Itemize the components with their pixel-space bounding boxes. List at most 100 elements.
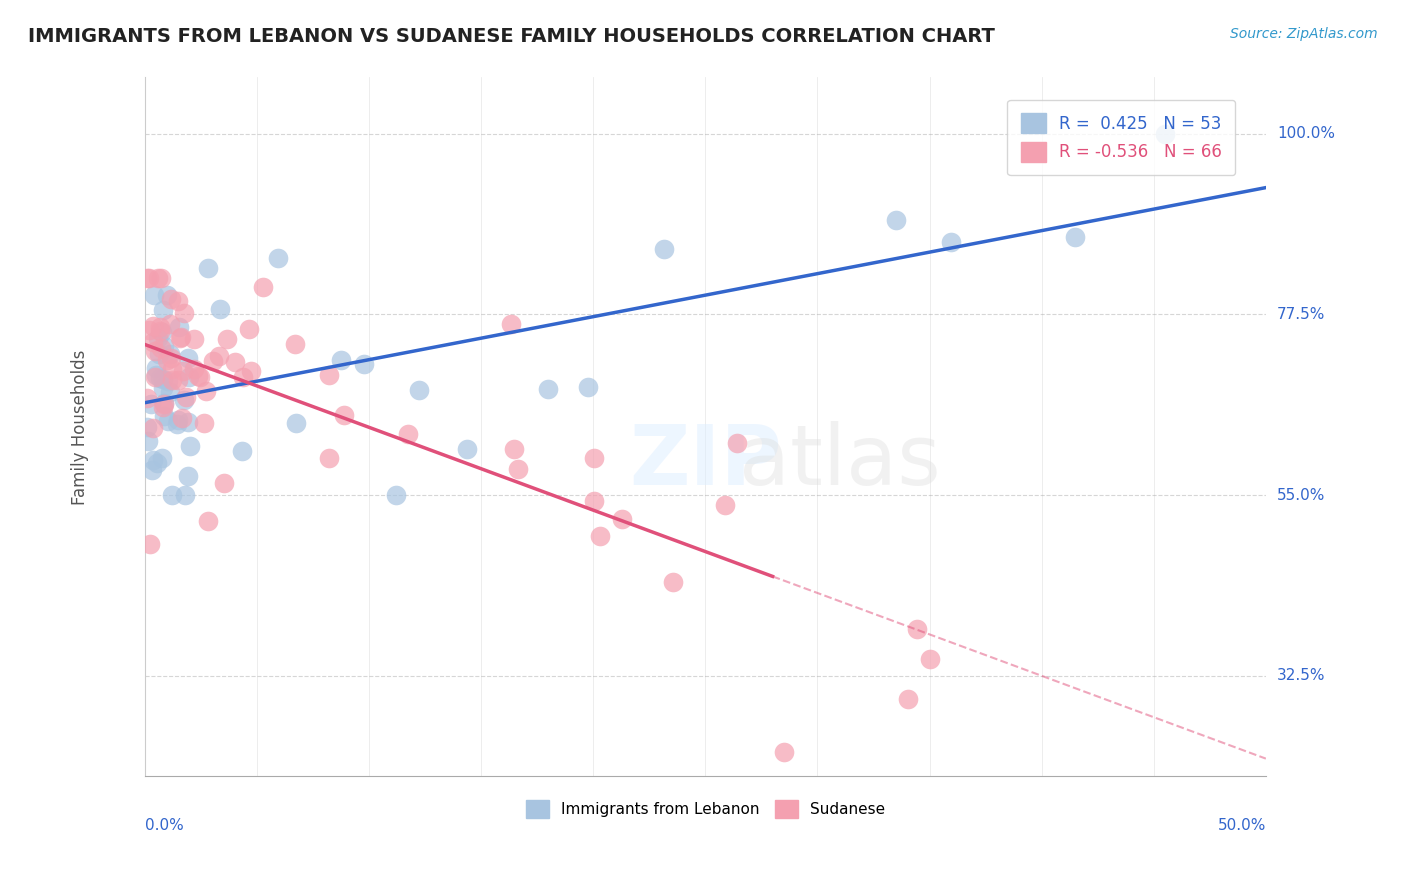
Point <box>149 371 172 385</box>
Point <box>582 451 605 466</box>
Point <box>148 346 170 360</box>
Point <box>499 317 522 331</box>
Y-axis label: Family Households: Family Households <box>72 349 89 505</box>
Point <box>239 364 262 378</box>
Point <box>188 370 211 384</box>
Point <box>156 414 179 428</box>
Point <box>174 488 197 502</box>
Point <box>159 347 181 361</box>
Point <box>353 357 375 371</box>
Point <box>456 442 478 456</box>
Point <box>408 384 430 398</box>
Point <box>187 368 209 383</box>
Point <box>582 494 605 508</box>
Point <box>169 331 191 345</box>
Point <box>209 301 232 316</box>
Point <box>159 317 181 331</box>
Point <box>170 329 193 343</box>
Text: 0.0%: 0.0% <box>145 818 184 833</box>
Point <box>159 292 181 306</box>
Point <box>503 442 526 456</box>
Point <box>173 392 195 407</box>
Text: atlas: atlas <box>740 421 941 502</box>
Point <box>612 512 634 526</box>
Point <box>142 335 165 350</box>
Point <box>252 280 274 294</box>
Point <box>884 213 907 227</box>
Point <box>138 323 160 337</box>
Point <box>897 691 920 706</box>
Point <box>142 421 165 435</box>
Point <box>141 463 163 477</box>
Point <box>136 434 159 449</box>
Point <box>284 417 307 431</box>
Point <box>318 368 340 382</box>
Point <box>142 287 165 301</box>
Text: Source: ZipAtlas.com: Source: ZipAtlas.com <box>1230 27 1378 41</box>
Point <box>508 461 530 475</box>
Point <box>215 332 238 346</box>
Point <box>146 271 169 285</box>
Point <box>153 396 176 410</box>
Point <box>330 352 353 367</box>
Text: 50.0%: 50.0% <box>1218 818 1265 833</box>
Text: IMMIGRANTS FROM LEBANON VS SUDANESE FAMILY HOUSEHOLDS CORRELATION CHART: IMMIGRANTS FROM LEBANON VS SUDANESE FAMI… <box>28 27 995 45</box>
Point <box>725 436 748 450</box>
Point <box>159 351 181 365</box>
Point <box>183 362 205 376</box>
Text: 77.5%: 77.5% <box>1277 307 1326 322</box>
Point <box>167 320 190 334</box>
Point <box>142 452 165 467</box>
Point <box>153 397 176 411</box>
Point <box>197 514 219 528</box>
Point <box>152 409 174 423</box>
Point <box>284 337 307 351</box>
Point <box>194 384 217 399</box>
Point <box>212 476 235 491</box>
Point <box>152 302 174 317</box>
Point <box>143 343 166 358</box>
Point <box>156 353 179 368</box>
Point <box>149 325 172 339</box>
Point <box>136 420 159 434</box>
Point <box>167 413 190 427</box>
Point <box>152 400 174 414</box>
Point <box>652 242 675 256</box>
Point <box>231 444 253 458</box>
Point <box>232 369 254 384</box>
Point <box>138 271 160 285</box>
Point <box>396 427 419 442</box>
Point <box>160 488 183 502</box>
Point <box>918 651 941 665</box>
Point <box>183 332 205 346</box>
Point <box>537 382 560 396</box>
Point <box>177 469 200 483</box>
Point <box>176 351 198 365</box>
Point <box>576 380 599 394</box>
Point <box>150 325 173 339</box>
Point <box>266 251 288 265</box>
Text: 32.5%: 32.5% <box>1277 668 1326 683</box>
Text: 100.0%: 100.0% <box>1277 126 1336 141</box>
Point <box>1154 127 1177 141</box>
Point <box>172 364 194 378</box>
Point <box>153 339 176 353</box>
Point <box>905 622 928 636</box>
Point <box>157 374 180 388</box>
Point <box>1064 230 1087 244</box>
Point <box>160 362 183 376</box>
Point <box>177 415 200 429</box>
Point <box>150 451 173 466</box>
Point <box>589 529 612 543</box>
Point <box>197 260 219 275</box>
Point <box>179 439 201 453</box>
Point <box>333 408 356 422</box>
Point <box>143 370 166 384</box>
Point <box>193 416 215 430</box>
Point <box>177 370 200 384</box>
Point <box>141 396 163 410</box>
Point <box>146 456 169 470</box>
Point <box>238 322 260 336</box>
Point <box>136 271 159 285</box>
Point <box>166 373 188 387</box>
